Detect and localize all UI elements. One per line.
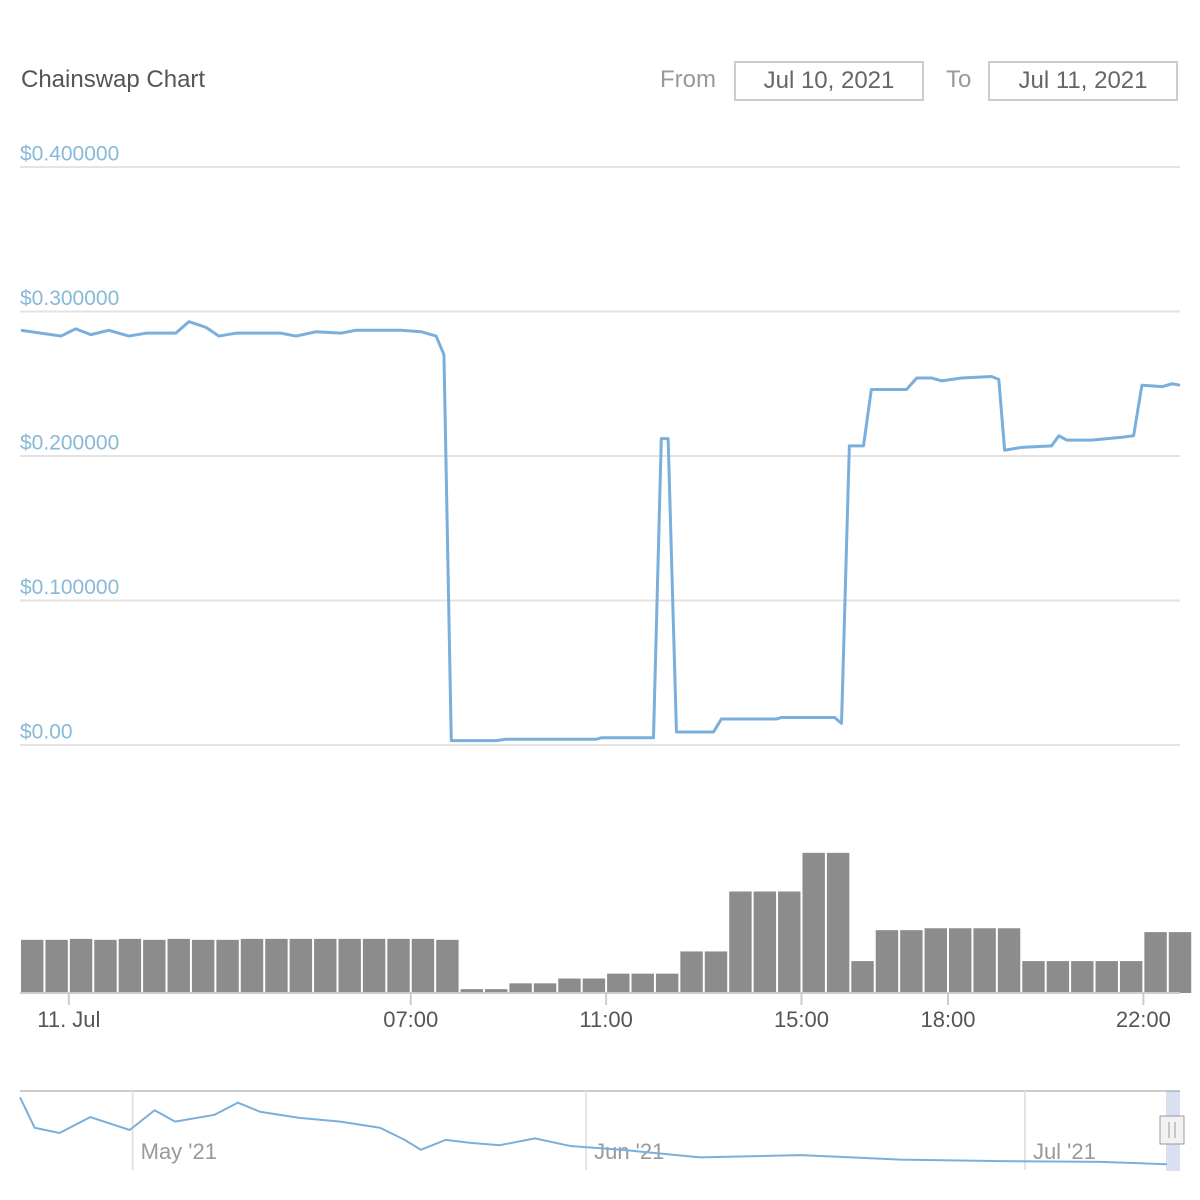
volume-bar	[509, 983, 532, 993]
x-tick-label: 07:00	[383, 1007, 438, 1032]
volume-bar	[191, 939, 215, 993]
x-tick-label: 11. Jul	[37, 1007, 100, 1032]
volume-bar	[1168, 932, 1192, 993]
navigator-label: Jul '21	[1033, 1139, 1096, 1164]
volume-bar	[485, 989, 508, 993]
navigator-label: May '21	[141, 1139, 217, 1164]
volume-bar	[924, 928, 947, 993]
volume-bar	[314, 938, 337, 993]
volume-bar	[216, 939, 239, 993]
volume-bar	[45, 939, 68, 993]
volume-bar	[1071, 961, 1094, 993]
y-tick-label: $0.100000	[20, 576, 119, 599]
volume-bar	[582, 978, 606, 993]
volume-bar	[729, 891, 752, 993]
volume-bar	[1144, 932, 1167, 993]
volume-bar	[411, 938, 435, 993]
from-date-input[interactable]: Jul 10, 2021	[734, 61, 924, 101]
volume-bar	[802, 852, 825, 993]
volume-bar	[240, 938, 264, 993]
volume-bar	[143, 939, 166, 993]
price-line	[20, 320, 1181, 743]
x-tick-label: 22:00	[1116, 1007, 1171, 1032]
volume-bar	[1095, 961, 1118, 993]
volume-bar	[289, 938, 313, 993]
to-date-input[interactable]: Jul 11, 2021	[988, 61, 1178, 101]
volume-bar	[1046, 961, 1070, 993]
volume-bar	[900, 930, 923, 993]
volume-bar	[826, 852, 850, 993]
y-tick-label: $0.00	[20, 721, 73, 744]
volume-bar	[778, 891, 801, 993]
volume-bar	[607, 973, 630, 993]
volume-bar	[167, 938, 190, 993]
volume-bar	[69, 938, 93, 993]
volume-bar	[631, 973, 654, 993]
volume-bar	[1022, 961, 1045, 993]
volume-bar	[387, 938, 410, 993]
volume-bar	[655, 973, 679, 993]
navigator-line	[19, 1096, 1167, 1166]
navigator-handle[interactable]	[1159, 1115, 1185, 1145]
volume-bar	[558, 978, 581, 993]
x-tick-label: 15:00	[774, 1007, 829, 1032]
volume-bar	[94, 939, 117, 993]
volume-bar	[997, 928, 1021, 993]
volume-bar	[265, 938, 288, 993]
volume-bar	[533, 983, 557, 993]
volume-bar	[436, 939, 459, 993]
volume-bar	[460, 989, 483, 993]
volume-bar	[949, 928, 972, 993]
y-tick-label: $0.300000	[20, 287, 119, 310]
volume-bar	[1119, 961, 1143, 993]
volume-bar	[338, 938, 361, 993]
volume-bar	[680, 951, 703, 993]
x-tick-label: 18:00	[920, 1007, 975, 1032]
volume-bar	[973, 928, 996, 993]
x-tick-label: 11:00	[579, 1007, 632, 1032]
volume-bar	[704, 951, 728, 993]
y-tick-label: $0.200000	[20, 432, 119, 455]
from-label: From	[660, 66, 716, 93]
y-tick-label: $0.400000	[20, 143, 119, 166]
chart-title: Chainswap Chart	[21, 66, 206, 93]
volume-bar	[118, 938, 142, 993]
volume-bar	[21, 939, 44, 993]
to-label: To	[946, 66, 972, 93]
volume-bar	[362, 938, 386, 993]
volume-bar	[753, 891, 777, 993]
volume-bar	[875, 930, 899, 993]
volume-bar	[851, 961, 874, 993]
